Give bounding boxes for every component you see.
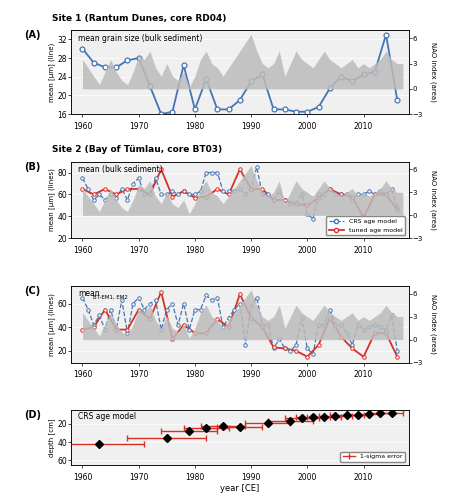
Text: CRS age model: CRS age model <box>78 412 136 422</box>
Text: mean: mean <box>78 289 100 298</box>
Text: (A): (A) <box>24 30 40 40</box>
Text: Site 1 (Rantum Dunes, core RD04): Site 1 (Rantum Dunes, core RD04) <box>52 14 227 22</box>
Text: (C): (C) <box>24 286 40 296</box>
Y-axis label: depth [cm]: depth [cm] <box>48 418 55 457</box>
Text: mean (bulk sediment): mean (bulk sediment) <box>78 166 162 174</box>
Y-axis label: NAO index (area): NAO index (area) <box>430 42 437 102</box>
Y-axis label: NAO index (area): NAO index (area) <box>430 294 437 354</box>
X-axis label: year [CE]: year [CE] <box>220 484 259 494</box>
Y-axis label: mean [µm] (line): mean [µm] (line) <box>48 42 55 102</box>
Text: BT-EM1, EM2: BT-EM1, EM2 <box>93 295 128 300</box>
Text: mean grain size (bulk sediment): mean grain size (bulk sediment) <box>78 34 202 43</box>
Y-axis label: NAO index (area): NAO index (area) <box>430 170 437 230</box>
Y-axis label: mean [µm] (lines): mean [µm] (lines) <box>48 293 55 356</box>
Text: (D): (D) <box>24 410 41 420</box>
Legend: CRS age model, tuned age model: CRS age model, tuned age model <box>326 216 405 235</box>
Legend: 1-sigma error: 1-sigma error <box>341 452 405 462</box>
Text: (B): (B) <box>24 162 40 172</box>
Text: Site 2 (Bay of Tümlau, core BT03): Site 2 (Bay of Tümlau, core BT03) <box>52 145 222 154</box>
Y-axis label: mean [µm] (lines): mean [µm] (lines) <box>48 168 55 232</box>
